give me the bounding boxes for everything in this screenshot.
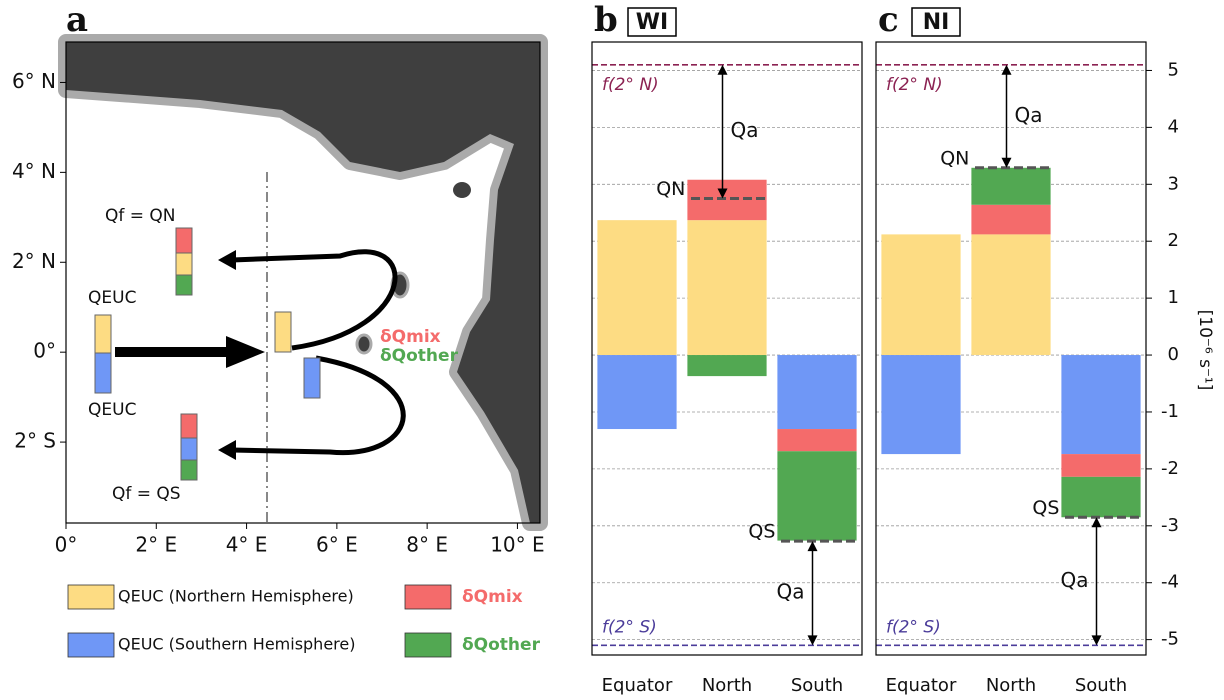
y-tick-label: 5 (1168, 59, 1179, 80)
map-label: δQmix (380, 327, 441, 347)
x-tick-label: 4° E (226, 533, 268, 557)
panel-title: NI (923, 10, 950, 35)
marker-label: QS (1032, 497, 1059, 519)
x-tick-label: North (986, 675, 1036, 696)
bar (597, 355, 676, 429)
x-tick-label: South (1075, 675, 1127, 696)
map-label: δQother (380, 346, 459, 366)
bar (777, 451, 856, 540)
x-tick-label: 8° E (406, 533, 448, 557)
reference-label: f(2° S) (886, 617, 941, 637)
x-tick-label: 6° E (316, 533, 358, 557)
bar (687, 355, 766, 376)
legend-label: QEUC (Southern Hemisphere) (118, 635, 355, 654)
marker-label: QN (940, 147, 969, 169)
bar (777, 355, 856, 429)
y-tick-label: 2° N (12, 249, 56, 273)
x-tick-label: Equator (886, 675, 957, 696)
y-tick-label: 2 (1168, 230, 1179, 251)
bar (881, 355, 960, 454)
arrow-label: Qa (777, 580, 805, 604)
reference-label: f(2° S) (602, 617, 657, 637)
y-tick-label: 2° S (14, 429, 56, 453)
page: a Qf = QN QEUC QEUC Qf = QS δQmix δQothe… (0, 0, 1224, 700)
bar (777, 429, 856, 451)
bar (687, 220, 766, 355)
legend-swatch (405, 585, 451, 609)
panel-label: c (878, 0, 899, 40)
x-tick-label: 10° E (490, 533, 544, 557)
bar (881, 234, 960, 355)
map-label: Qf = QS (112, 484, 181, 504)
legend-swatch (68, 585, 114, 609)
panel-label: b (594, 0, 618, 40)
legend-label: δQother (462, 635, 541, 655)
y-tick-label: 0 (1168, 344, 1179, 365)
y-tick-label: 1 (1168, 287, 1179, 308)
arrow-label: Qa (1015, 103, 1043, 127)
bar (971, 234, 1050, 355)
x-tick-label: South (791, 675, 843, 696)
reference-label: f(2° N) (886, 75, 943, 95)
y-tick-label: 6° N (12, 69, 56, 93)
y-tick-label: 3 (1168, 173, 1179, 194)
reference-label: f(2° N) (602, 75, 659, 95)
legend-label: QEUC (Northern Hemisphere) (118, 587, 354, 606)
map-label: QEUC (88, 400, 136, 420)
x-tick-label: 2° E (135, 533, 177, 557)
y-tick-label: 0° (33, 339, 56, 363)
panel-title: WI (636, 10, 668, 35)
map-label: Qf = QN (105, 206, 176, 226)
legend-swatch (405, 633, 451, 657)
arrow-label: Qa (731, 118, 759, 142)
arrow-head (1002, 65, 1012, 75)
arrow-label: Qa (1061, 568, 1089, 592)
bar (1061, 477, 1140, 517)
map-label: QEUC (88, 288, 136, 308)
bar (971, 205, 1050, 235)
y-tick-label: 4° N (12, 159, 56, 183)
marker-label: QS (748, 521, 775, 543)
y-tick-label: -5 (1161, 629, 1179, 650)
island (357, 335, 371, 353)
x-tick-label: 0° (55, 533, 78, 557)
arrow-head (718, 65, 728, 75)
y-tick-label: -2 (1161, 458, 1179, 479)
y-tick-label: -1 (1161, 401, 1179, 422)
y-tick-label: 4 (1168, 116, 1179, 137)
bar (971, 168, 1050, 205)
arrow-head (808, 635, 818, 645)
x-tick-label: North (702, 675, 752, 696)
legend-swatch (68, 633, 114, 657)
legend-label: δQmix (462, 587, 523, 607)
bar (1061, 355, 1140, 454)
y-tick-label: -4 (1161, 572, 1179, 593)
marker-label: QN (656, 178, 685, 200)
bar (597, 220, 676, 355)
x-tick-label: Equator (602, 675, 673, 696)
bar (1061, 454, 1140, 477)
y-tick-label: -3 (1161, 515, 1179, 536)
y-axis-label: [10⁻⁶ s⁻¹] (1195, 310, 1215, 391)
arrow-head (1092, 635, 1102, 645)
island (453, 182, 471, 198)
panel-label: a (66, 0, 88, 40)
figure: a Qf = QN QEUC QEUC Qf = QS δQmix δQothe… (0, 0, 1224, 700)
